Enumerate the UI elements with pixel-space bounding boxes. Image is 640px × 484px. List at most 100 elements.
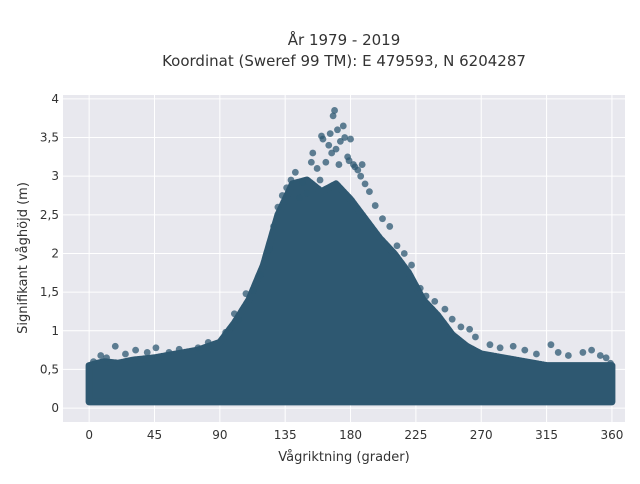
data-point xyxy=(336,137,344,145)
point-cloud-mass xyxy=(85,176,616,406)
data-point xyxy=(316,176,324,184)
data-point xyxy=(313,165,321,172)
data-point xyxy=(270,223,277,230)
data-point xyxy=(371,202,379,209)
data-point xyxy=(339,122,347,130)
data-point xyxy=(319,135,327,143)
data-point xyxy=(291,168,299,176)
data-point xyxy=(242,290,250,298)
y-tick-label: 4 xyxy=(51,92,59,106)
data-point xyxy=(416,284,424,292)
x-axis-label: Vågriktning (grader) xyxy=(278,450,409,465)
data-point xyxy=(152,344,160,352)
data-point xyxy=(341,134,349,141)
data-point xyxy=(257,271,264,279)
data-point xyxy=(222,328,230,336)
data-point xyxy=(334,126,341,134)
data-point xyxy=(103,354,110,362)
x-tick-label: 0 xyxy=(85,428,93,442)
x-tick-labels: 0 45 90 135 180 225 270 315 360 xyxy=(85,428,623,442)
data-point xyxy=(283,184,291,192)
data-point xyxy=(329,112,337,120)
x-tick-label: 135 xyxy=(274,428,297,442)
data-point xyxy=(354,166,362,174)
data-point xyxy=(547,341,555,349)
data-point xyxy=(431,298,439,305)
data-point xyxy=(122,350,129,358)
data-point xyxy=(564,352,572,359)
data-point xyxy=(132,346,140,354)
data-point xyxy=(296,194,304,202)
x-tick-label: 180 xyxy=(339,428,362,442)
data-point xyxy=(596,352,604,359)
x-tick-label: 45 xyxy=(147,428,162,442)
data-point xyxy=(249,287,257,294)
data-point xyxy=(457,323,465,331)
data-point xyxy=(265,246,273,254)
data-point xyxy=(143,349,151,356)
data-point xyxy=(175,345,183,353)
data-point xyxy=(408,261,415,269)
data-point xyxy=(386,223,394,230)
y-tick-labels: 0 0,5 1 1,5 2 2,5 3 3,5 4 xyxy=(40,92,59,415)
data-point xyxy=(588,346,595,354)
y-tick-label: 2,5 xyxy=(40,208,59,222)
data-point xyxy=(326,130,334,138)
data-point xyxy=(287,176,295,184)
chart-title-line-2: Koordinat (Sweref 99 TM): E 479593, N 62… xyxy=(162,52,526,70)
y-axis-label: Signifikant våghöjd (m) xyxy=(16,182,31,334)
data-point xyxy=(441,305,449,313)
data-point xyxy=(331,107,338,114)
data-point xyxy=(235,316,243,324)
data-point xyxy=(448,315,456,323)
data-point xyxy=(554,349,562,356)
data-point xyxy=(607,359,614,367)
y-tick-label: 1 xyxy=(51,324,59,338)
data-point xyxy=(347,135,354,143)
y-tick-label: 2 xyxy=(51,246,59,260)
chart-title-line-1: År 1979 - 2019 xyxy=(288,30,401,49)
data-point xyxy=(274,203,282,211)
data-point xyxy=(111,342,119,350)
data-point xyxy=(97,352,105,359)
data-point xyxy=(278,192,286,199)
data-point xyxy=(228,323,235,331)
y-tick-label: 1,5 xyxy=(40,285,59,299)
data-points xyxy=(85,107,616,406)
x-tick-label: 315 xyxy=(535,428,558,442)
data-point xyxy=(345,157,353,165)
y-tick-label: 0 xyxy=(51,401,59,415)
data-point xyxy=(466,325,474,333)
data-point xyxy=(332,145,340,153)
data-point xyxy=(230,310,238,318)
data-point xyxy=(328,149,336,157)
data-point xyxy=(393,242,401,250)
data-point xyxy=(361,180,369,188)
data-point xyxy=(303,189,311,197)
data-point xyxy=(299,178,307,186)
data-point xyxy=(322,158,330,166)
data-point xyxy=(335,161,343,168)
data-point xyxy=(307,158,315,166)
data-point xyxy=(325,141,333,149)
x-tick-label: 90 xyxy=(212,428,227,442)
data-point xyxy=(194,344,202,352)
y-tick-label: 3,5 xyxy=(40,131,59,145)
data-point xyxy=(496,344,504,352)
data-point xyxy=(509,342,517,350)
x-tick-label: 225 xyxy=(404,428,427,442)
y-tick-label: 0,5 xyxy=(40,362,59,376)
data-point xyxy=(90,358,97,366)
data-point xyxy=(379,215,386,223)
data-point xyxy=(533,350,540,358)
data-point xyxy=(422,292,430,300)
data-point xyxy=(472,333,479,341)
data-point xyxy=(366,188,373,196)
data-point xyxy=(358,161,366,168)
data-point xyxy=(309,149,317,157)
x-tick-label: 270 xyxy=(470,428,493,442)
data-point xyxy=(357,172,365,180)
data-point xyxy=(602,354,610,362)
